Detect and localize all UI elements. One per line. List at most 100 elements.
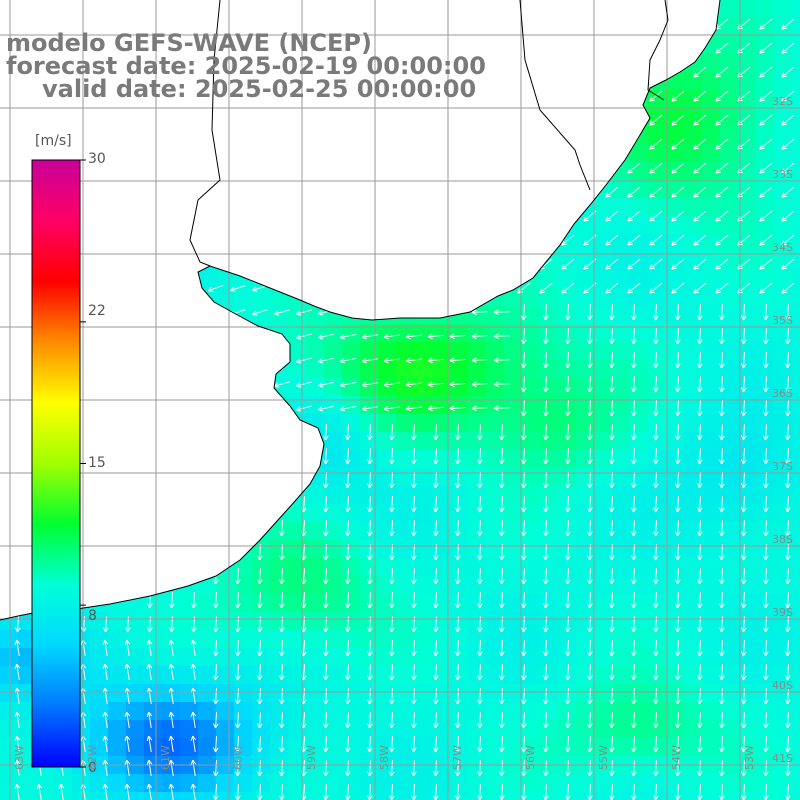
field-cell: [702, 774, 720, 792]
field-cell: [360, 504, 378, 522]
wind-arrow: [146, 759, 153, 776]
field-cell: [198, 738, 216, 756]
field-cell: [684, 630, 702, 648]
wind-arrow: [168, 759, 175, 776]
wind-arrow: [759, 18, 773, 30]
wind-arrow: [759, 234, 773, 246]
wind-arrow: [146, 639, 153, 656]
wind-arrow: [715, 234, 729, 246]
field-cell: [414, 396, 432, 414]
field-cell: [648, 306, 666, 324]
wind-arrow: [432, 783, 439, 800]
field-cell: [792, 720, 800, 738]
field-cell: [630, 720, 648, 738]
wind-arrow: [317, 333, 334, 340]
wind-arrow: [410, 663, 417, 681]
field-cell: [450, 594, 468, 612]
field-cell: [324, 774, 342, 792]
field-cell: [720, 432, 738, 450]
field-cell: [576, 288, 594, 306]
field-cell: [756, 792, 774, 800]
field-cell: [540, 684, 558, 702]
wind-arrow: [652, 567, 659, 585]
wind-arrow: [449, 357, 467, 364]
field-cell: [414, 432, 432, 450]
wind-arrow: [190, 711, 197, 728]
wind-arrow: [784, 759, 791, 777]
field-cell: [756, 18, 774, 36]
field-cell: [630, 360, 648, 378]
wind-arrow: [498, 783, 505, 800]
field-cell: [576, 702, 594, 720]
wind-arrow: [715, 282, 729, 294]
field-cell: [378, 504, 396, 522]
wind-arrow: [454, 663, 461, 681]
wind-arrow: [784, 639, 791, 657]
field-cell: [504, 702, 522, 720]
wind-arrow: [652, 495, 659, 513]
wind-arrow: [322, 567, 329, 585]
wind-arrow: [388, 591, 395, 609]
field-cell: [306, 702, 324, 720]
border-line: [647, 0, 669, 101]
wind-arrow: [564, 399, 571, 417]
wind-arrow: [498, 759, 505, 777]
field-cell: [558, 612, 576, 630]
wind-arrow: [476, 471, 483, 489]
wind-arrow: [476, 783, 483, 800]
field-cell: [486, 558, 504, 576]
field-cell: [666, 216, 684, 234]
field-cell: [378, 792, 396, 800]
field-cell: [126, 612, 144, 630]
field-cell: [360, 648, 378, 666]
field-cell: [360, 774, 378, 792]
field-cell: [288, 576, 306, 594]
field-cell: [774, 414, 792, 432]
border-line: [519, 0, 591, 191]
wind-arrow: [784, 711, 791, 729]
field-cell: [684, 234, 702, 252]
field-cell: [630, 468, 648, 486]
field-cell: [702, 252, 720, 270]
wind-arrow: [410, 735, 417, 753]
field-cell: [792, 270, 800, 288]
field-cell: [576, 378, 594, 396]
field-cell: [738, 702, 756, 720]
wind-arrow: [432, 663, 439, 681]
wind-arrow: [649, 138, 663, 150]
wind-arrow: [564, 327, 571, 345]
wind-arrow: [410, 471, 417, 489]
wind-arrow: [520, 639, 527, 657]
field-cell: [468, 468, 486, 486]
field-cell: [234, 630, 252, 648]
field-cell: [324, 378, 342, 396]
field-cell: [720, 72, 738, 90]
field-cell: [252, 774, 270, 792]
wind-arrow: [762, 351, 769, 369]
field-cell: [720, 414, 738, 432]
field-cell: [792, 684, 800, 702]
wind-arrow: [561, 282, 575, 294]
field-cell: [774, 54, 792, 72]
field-cell: [486, 432, 504, 450]
field-cell: [252, 612, 270, 630]
field-cell: [684, 576, 702, 594]
wind-arrow: [322, 759, 329, 777]
field-cell: [270, 738, 288, 756]
wind-arrow: [696, 735, 703, 753]
latitude-label: 35S: [772, 314, 793, 327]
field-cell: [594, 576, 612, 594]
wind-arrow: [715, 162, 729, 174]
field-cell: [360, 594, 378, 612]
field-cell: [648, 774, 666, 792]
wind-arrow: [608, 543, 615, 561]
wind-arrow: [124, 663, 131, 680]
field-cell: [720, 342, 738, 360]
field-cell: [576, 558, 594, 576]
wind-arrow: [454, 423, 461, 441]
field-cell: [324, 432, 342, 450]
wind-arrow: [498, 591, 505, 609]
field-cell: [90, 648, 108, 666]
wind-arrow: [652, 351, 659, 369]
wind-arrow: [278, 783, 285, 800]
